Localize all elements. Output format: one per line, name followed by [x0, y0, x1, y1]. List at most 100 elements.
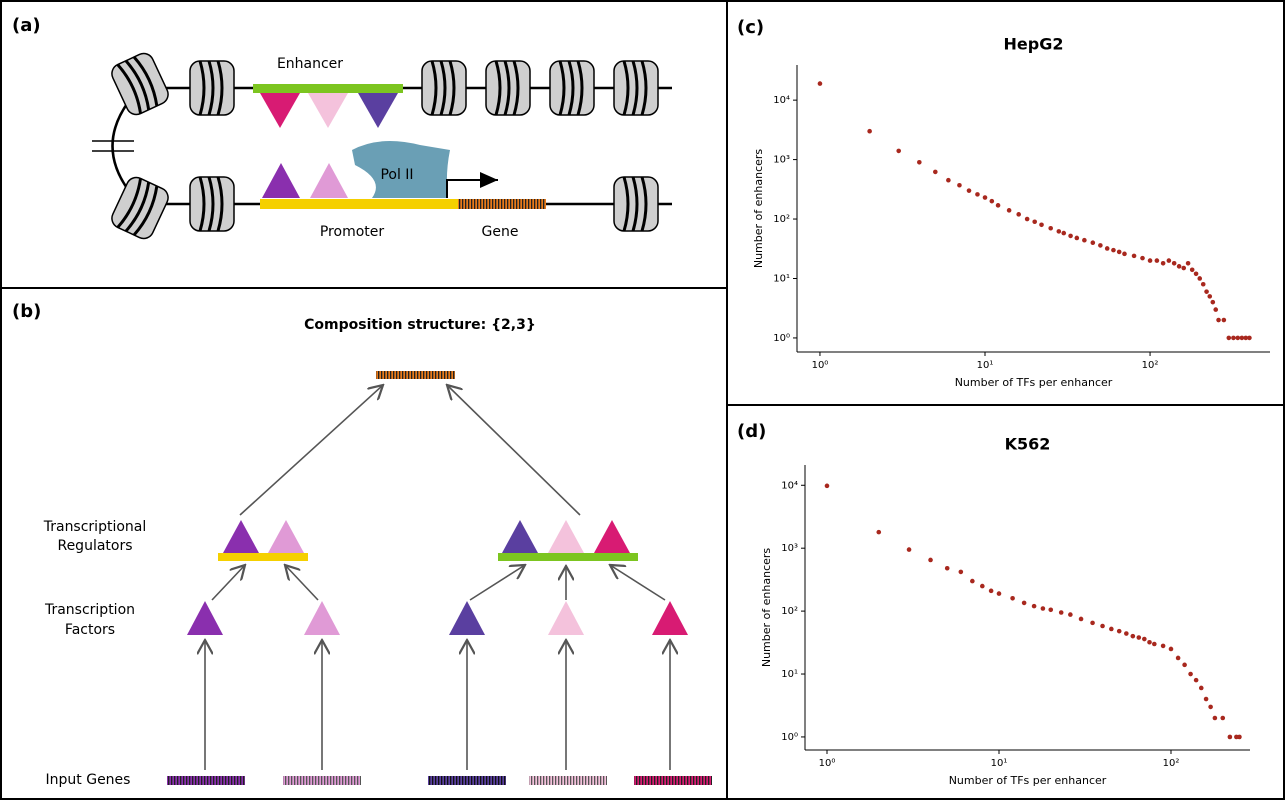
- point: [824, 483, 830, 489]
- x-tick-label: 10²: [1142, 360, 1159, 371]
- panel-label: (d): [737, 421, 766, 442]
- point: [1239, 335, 1245, 341]
- point: [1040, 606, 1046, 611]
- y-axis-label: Number of enhancers: [760, 548, 773, 668]
- y-tick-label: 10¹: [773, 273, 790, 284]
- factors-label: Factors: [65, 622, 115, 638]
- point: [1140, 255, 1145, 261]
- point: [1207, 294, 1213, 299]
- point: [1061, 230, 1067, 236]
- point: [817, 81, 823, 86]
- enhancer-label: Enhancer: [277, 56, 343, 72]
- point: [1031, 603, 1037, 609]
- x-axis-label: Number of TFs per enhancer: [955, 376, 1113, 389]
- y-tick-label: 10³: [773, 155, 790, 166]
- point: [946, 177, 951, 183]
- point: [1216, 317, 1221, 323]
- point: [1024, 216, 1030, 222]
- promoter-label: Promoter: [320, 224, 385, 240]
- point: [1152, 641, 1157, 647]
- point: [1220, 715, 1226, 721]
- y-axis-label: Number of enhancers: [752, 149, 765, 269]
- point: [989, 198, 995, 204]
- point: [958, 569, 964, 575]
- point: [1189, 267, 1195, 273]
- x-axis-label: Number of TFs per enhancer: [949, 774, 1107, 787]
- point: [1124, 631, 1129, 636]
- point: [957, 182, 962, 188]
- point: [1068, 233, 1073, 239]
- point: [1142, 636, 1147, 642]
- point: [1227, 734, 1233, 740]
- inputs-label: Input Genes: [46, 772, 131, 788]
- point: [867, 128, 872, 134]
- diagram-title: Composition structure: {2,3}: [304, 317, 536, 333]
- point: [1193, 677, 1199, 683]
- point: [1131, 253, 1137, 259]
- point: [928, 557, 933, 563]
- panel-label: (b): [12, 301, 41, 322]
- point: [1021, 600, 1027, 606]
- point: [1200, 281, 1206, 287]
- point: [1058, 610, 1064, 615]
- regulators-label: Regulators: [57, 538, 132, 554]
- point: [1243, 335, 1249, 341]
- point: [1235, 335, 1241, 341]
- point: [896, 148, 902, 154]
- point: [1090, 240, 1096, 245]
- point: [1160, 643, 1166, 649]
- point: [1039, 222, 1044, 228]
- y-tick-label: 10³: [781, 543, 798, 554]
- point: [1237, 734, 1242, 740]
- point: [975, 192, 980, 197]
- point: [988, 588, 994, 594]
- point: [1048, 225, 1053, 231]
- point: [1193, 271, 1199, 277]
- y-tick-label: 10²: [781, 606, 798, 617]
- point: [1197, 276, 1203, 281]
- panel-label: (c): [737, 17, 764, 38]
- x-tick-label: 10¹: [991, 758, 1008, 769]
- point: [995, 203, 1001, 208]
- point: [966, 188, 972, 193]
- point: [917, 160, 922, 165]
- point: [1160, 261, 1166, 266]
- point: [933, 169, 938, 175]
- point: [1130, 633, 1136, 639]
- point: [1208, 704, 1213, 710]
- point: [1074, 235, 1080, 241]
- x-tick-label: 10²: [1163, 758, 1180, 769]
- y-tick-label: 10⁴: [773, 95, 790, 106]
- point: [1166, 258, 1172, 263]
- point: [1176, 264, 1182, 269]
- y-tick-label: 10⁰: [773, 333, 790, 344]
- point: [970, 578, 975, 584]
- point: [1016, 212, 1021, 217]
- point: [1226, 335, 1232, 341]
- point: [1078, 616, 1084, 622]
- point: [1221, 317, 1227, 323]
- point: [982, 195, 988, 200]
- point: [1136, 635, 1142, 640]
- x-tick-label: 10¹: [977, 360, 994, 371]
- point: [1175, 655, 1181, 661]
- point: [1147, 639, 1152, 645]
- point: [944, 565, 950, 571]
- point: [1182, 662, 1187, 668]
- point: [1171, 261, 1177, 266]
- point: [1188, 671, 1193, 677]
- point: [1198, 685, 1204, 691]
- point: [1122, 251, 1127, 257]
- x-tick-label: 10⁰: [819, 758, 836, 769]
- point: [1104, 246, 1110, 251]
- y-tick-label: 10²: [773, 214, 790, 225]
- point: [1247, 335, 1252, 341]
- point: [876, 529, 882, 535]
- point: [1168, 646, 1174, 652]
- regulators-label: Transcriptional: [43, 519, 147, 535]
- x-tick-label: 10⁰: [812, 360, 829, 371]
- point: [1068, 612, 1073, 617]
- point: [1032, 219, 1037, 225]
- point: [1213, 307, 1219, 312]
